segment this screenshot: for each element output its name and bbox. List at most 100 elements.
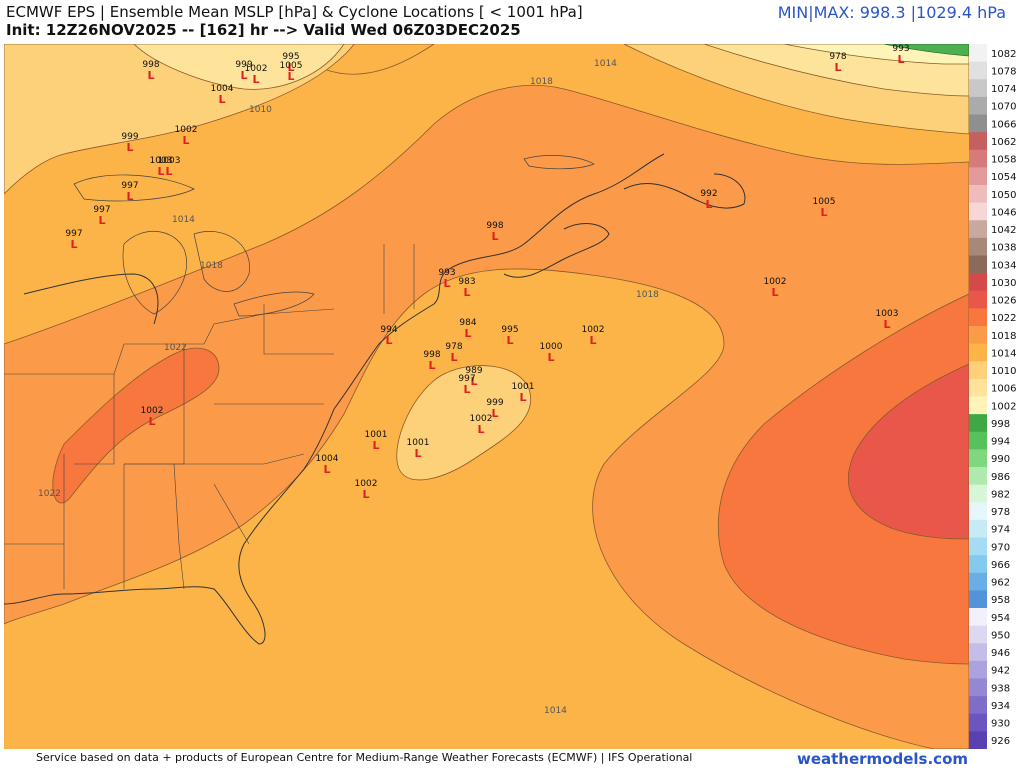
cyclone-pressure-label: 1002	[470, 414, 493, 424]
low-symbol: L	[323, 463, 330, 476]
low-symbol: L	[464, 327, 471, 340]
cyclone-pressure-label: 999	[486, 398, 503, 408]
legend-swatch	[969, 484, 987, 503]
legend-swatch	[969, 678, 987, 697]
low-symbol: L	[218, 93, 225, 106]
legend-swatch	[969, 378, 987, 397]
pressure-map: 1018 1014 1010 1014 1018 1022 1022 1018 …	[4, 44, 969, 749]
legend-swatch	[969, 255, 987, 274]
legend-label: 958	[991, 595, 1010, 606]
low-symbol: L	[126, 141, 133, 154]
low-symbol: L	[98, 214, 105, 227]
legend-label: 986	[991, 472, 1010, 483]
legend-swatch	[969, 713, 987, 732]
cyclone-pressure-label: 1004	[316, 454, 339, 464]
legend-swatch	[969, 696, 987, 715]
isobar-label: 1014	[544, 706, 567, 716]
low-symbol: L	[240, 69, 247, 82]
site-link[interactable]: weathermodels.com	[796, 750, 968, 768]
low-symbol: L	[491, 407, 498, 420]
low-symbol: L	[820, 206, 827, 219]
legend-swatch	[969, 44, 987, 63]
legend-label: 974	[991, 525, 1010, 536]
legend-label: 930	[991, 719, 1010, 730]
legend-label: 1026	[991, 296, 1016, 307]
low-symbol: L	[897, 53, 904, 66]
legend-swatch	[969, 185, 987, 204]
low-symbol: L	[519, 391, 526, 404]
legend-swatch	[969, 396, 987, 415]
legend-label: 946	[991, 648, 1010, 659]
legend-swatch	[969, 467, 987, 486]
init-valid-line: Init: 12Z26NOV2025 -- [162] hr --> Valid…	[6, 21, 521, 39]
low-symbol: L	[385, 334, 392, 347]
isobar-label: 1010	[249, 105, 272, 115]
cyclone-pressure-label: 978	[445, 342, 462, 352]
cyclone-pressure-label: 983	[458, 277, 475, 287]
cyclone-pressure-label: 1001	[407, 438, 430, 448]
legend-label: 1050	[991, 190, 1016, 201]
cyclone-pressure-label: 1002	[764, 277, 787, 287]
isobar-label: 1014	[172, 215, 195, 225]
isobar-label: 1018	[200, 261, 223, 271]
low-symbol: L	[414, 447, 421, 460]
cyclone-pressure-label: 1002	[175, 125, 198, 135]
low-symbol: L	[463, 383, 470, 396]
legend-label: 1018	[991, 331, 1016, 342]
pressure-color-legend: 1082 1078 1074 1070 1066 1062 1058 1054 1050 1046…	[969, 44, 1016, 749]
legend-label: 942	[991, 666, 1010, 677]
cyclone-pressure-label: 1003	[876, 309, 899, 319]
legend-label: 1066	[991, 119, 1016, 130]
low-symbol: L	[372, 439, 379, 452]
low-symbol: L	[547, 351, 554, 364]
isobar-label: 1022	[164, 343, 187, 353]
legend-label: 990	[991, 454, 1010, 465]
low-symbol: L	[287, 70, 294, 83]
cyclone-pressure-label: 1001	[512, 382, 535, 392]
legend-swatch	[969, 308, 987, 327]
legend-swatch	[969, 431, 987, 450]
legend-label: 1082	[991, 49, 1016, 60]
cyclone-pressure-label: 997	[65, 229, 82, 239]
legend-label: 994	[991, 437, 1010, 448]
legend-label: 1070	[991, 102, 1016, 113]
low-symbol: L	[470, 375, 477, 388]
isobar-label: 1018	[530, 77, 553, 87]
cyclone-pressure-label: 1001	[365, 430, 388, 440]
low-symbol: L	[182, 134, 189, 147]
field-1018-band	[4, 84, 969, 749]
legend-label: 954	[991, 613, 1010, 624]
cyclone-pressure-label: 1002	[355, 479, 378, 489]
field-998-ne	[883, 44, 969, 57]
isobar-label: 1018	[636, 290, 659, 300]
cyclone-pressure-label: 992	[700, 189, 717, 199]
legend-swatch	[969, 343, 987, 362]
low-symbol: L	[252, 73, 259, 86]
legend-label: 1042	[991, 225, 1016, 236]
low-symbol: L	[705, 198, 712, 211]
legend-swatch	[969, 625, 987, 644]
cyclone-pressure-label: 994	[380, 325, 397, 335]
cyclone-pressure-label: 993	[438, 268, 455, 278]
